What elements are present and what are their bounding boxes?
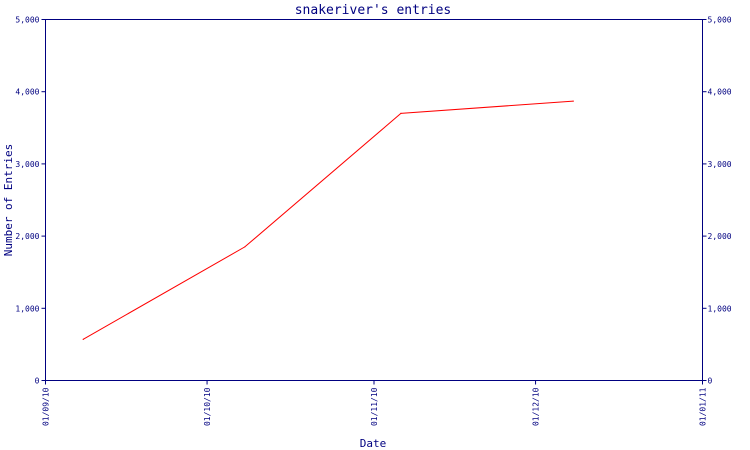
y-tick-label-left: 3,000 <box>15 160 39 169</box>
y-axis-right: 0 1,000 2,000 3,000 4,000 5,000 <box>702 16 732 386</box>
x-tick-label: 01/10/10 <box>203 387 212 426</box>
y-tick-label-right: 5,000 <box>708 16 732 25</box>
y-tick-label-right: 1,000 <box>708 304 732 313</box>
data-point <box>572 100 574 102</box>
y-tick-label-right: 2,000 <box>708 232 732 241</box>
plot-area-frame <box>45 19 703 381</box>
entries-line <box>82 100 574 340</box>
y-tick-label-right: 3,000 <box>708 160 732 169</box>
x-axis-label: Date <box>360 437 387 450</box>
data-point <box>82 338 84 340</box>
y-tick-label-left: 0 <box>35 377 40 386</box>
x-tick-label: 01/12/10 <box>532 387 541 426</box>
y-tick-label-left: 2,000 <box>15 232 39 241</box>
y-tick-label-right: 0 <box>708 377 713 386</box>
y-tick-label-left: 5,000 <box>15 16 39 25</box>
data-point <box>244 246 246 248</box>
x-tick-label: 01/01/11 <box>699 387 708 426</box>
series-layer <box>82 100 574 340</box>
y-axis-left: 0 1,000 2,000 3,000 4,000 5,000 <box>15 16 46 386</box>
x-tick-label: 01/09/10 <box>42 387 51 426</box>
chart-title: snakeriver's entries <box>295 3 452 18</box>
x-axis: 01/09/10 01/10/10 01/11/10 01/12/10 01/01/11 <box>42 380 708 426</box>
x-tick-label: 01/11/10 <box>370 387 379 426</box>
y-tick-label-right: 4,000 <box>708 88 732 97</box>
y-tick-label-left: 4,000 <box>15 88 39 97</box>
y-tick-label-left: 1,000 <box>15 304 39 313</box>
y-axis-label: Number of Entries <box>2 144 15 257</box>
data-point <box>400 112 402 114</box>
